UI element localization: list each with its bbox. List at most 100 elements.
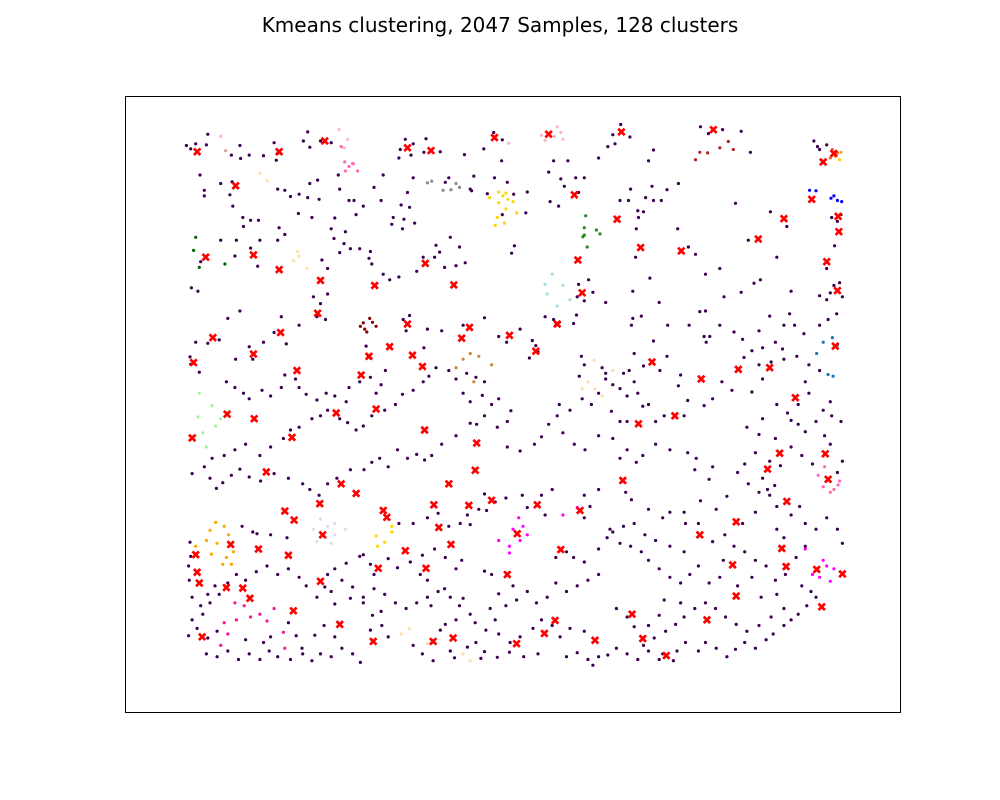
centroid-marker <box>335 620 344 629</box>
data-point <box>423 458 427 462</box>
centroid-marker <box>834 227 844 236</box>
data-point <box>785 224 789 229</box>
centroid-marker <box>782 497 791 506</box>
data-point <box>507 551 511 555</box>
data-point <box>508 640 512 645</box>
data-point <box>374 534 378 538</box>
data-point <box>279 315 283 319</box>
data-point <box>381 272 385 276</box>
data-point <box>830 215 834 220</box>
data-point <box>343 160 347 164</box>
data-point <box>223 262 227 266</box>
data-point <box>226 533 231 537</box>
data-point <box>342 146 346 150</box>
centroid-marker <box>449 280 459 290</box>
data-point <box>742 355 746 360</box>
data-point <box>283 232 287 237</box>
data-point <box>611 383 615 387</box>
data-point <box>828 156 832 160</box>
data-point <box>550 272 554 276</box>
data-point <box>441 188 445 192</box>
data-point <box>318 139 323 143</box>
data-point <box>524 211 528 215</box>
data-point <box>796 402 800 407</box>
centroid-marker <box>791 393 800 402</box>
data-point <box>338 187 342 191</box>
data-point <box>793 323 797 327</box>
centroid-marker <box>636 243 645 252</box>
data-point <box>258 657 262 662</box>
data-point <box>639 550 643 554</box>
data-point <box>739 290 743 294</box>
data-point <box>276 655 280 659</box>
data-point <box>405 190 410 195</box>
data-point <box>346 421 350 425</box>
data-point <box>411 388 415 392</box>
data-point <box>606 145 610 149</box>
data-point <box>421 380 425 384</box>
data-point <box>329 227 333 231</box>
data-point <box>226 632 230 636</box>
data-point <box>611 133 615 137</box>
data-point <box>502 221 506 225</box>
data-point <box>750 349 754 353</box>
data-point <box>229 562 233 566</box>
data-point <box>703 601 708 605</box>
data-point <box>505 419 509 424</box>
data-point <box>315 595 319 599</box>
data-point <box>411 142 415 146</box>
data-point <box>480 393 484 397</box>
data-point <box>753 451 758 455</box>
data-point <box>209 552 213 556</box>
data-point <box>608 527 612 531</box>
data-point <box>561 283 565 288</box>
data-point <box>400 392 405 396</box>
data-point <box>582 176 586 180</box>
data-point <box>835 470 840 475</box>
data-point <box>597 655 601 659</box>
data-point <box>575 295 579 299</box>
data-point <box>814 527 818 531</box>
data-point <box>311 295 315 299</box>
data-point <box>221 481 225 485</box>
data-point <box>395 448 400 452</box>
data-point <box>618 456 622 460</box>
data-point <box>265 564 269 568</box>
data-point <box>597 156 601 160</box>
centroid-marker <box>570 190 579 200</box>
data-point <box>269 394 273 398</box>
data-point <box>228 193 232 197</box>
data-point <box>479 656 483 661</box>
plot-area <box>125 96 901 713</box>
data-point <box>224 149 228 153</box>
data-point <box>351 162 355 166</box>
data-point <box>284 342 288 346</box>
data-point <box>415 452 419 456</box>
data-point <box>707 581 711 585</box>
data-point <box>507 650 511 654</box>
data-point <box>668 544 672 548</box>
data-point <box>835 198 840 203</box>
data-point <box>789 513 793 517</box>
data-point <box>789 445 793 449</box>
data-point <box>714 507 718 511</box>
data-point <box>247 153 251 157</box>
centroid-marker <box>754 234 763 244</box>
data-point <box>802 332 806 336</box>
centroid-marker <box>575 506 585 515</box>
data-point <box>671 659 676 663</box>
data-point <box>281 436 285 441</box>
data-point <box>297 323 301 327</box>
data-point <box>326 408 330 412</box>
data-point <box>808 188 812 192</box>
data-point <box>187 634 191 638</box>
data-point <box>605 536 609 540</box>
data-point <box>644 196 648 200</box>
data-point <box>509 409 513 413</box>
data-point <box>702 404 706 408</box>
data-point <box>588 504 592 509</box>
data-point <box>825 298 829 302</box>
data-point <box>566 159 570 163</box>
data-point <box>468 351 472 356</box>
centroid-marker <box>420 425 429 435</box>
